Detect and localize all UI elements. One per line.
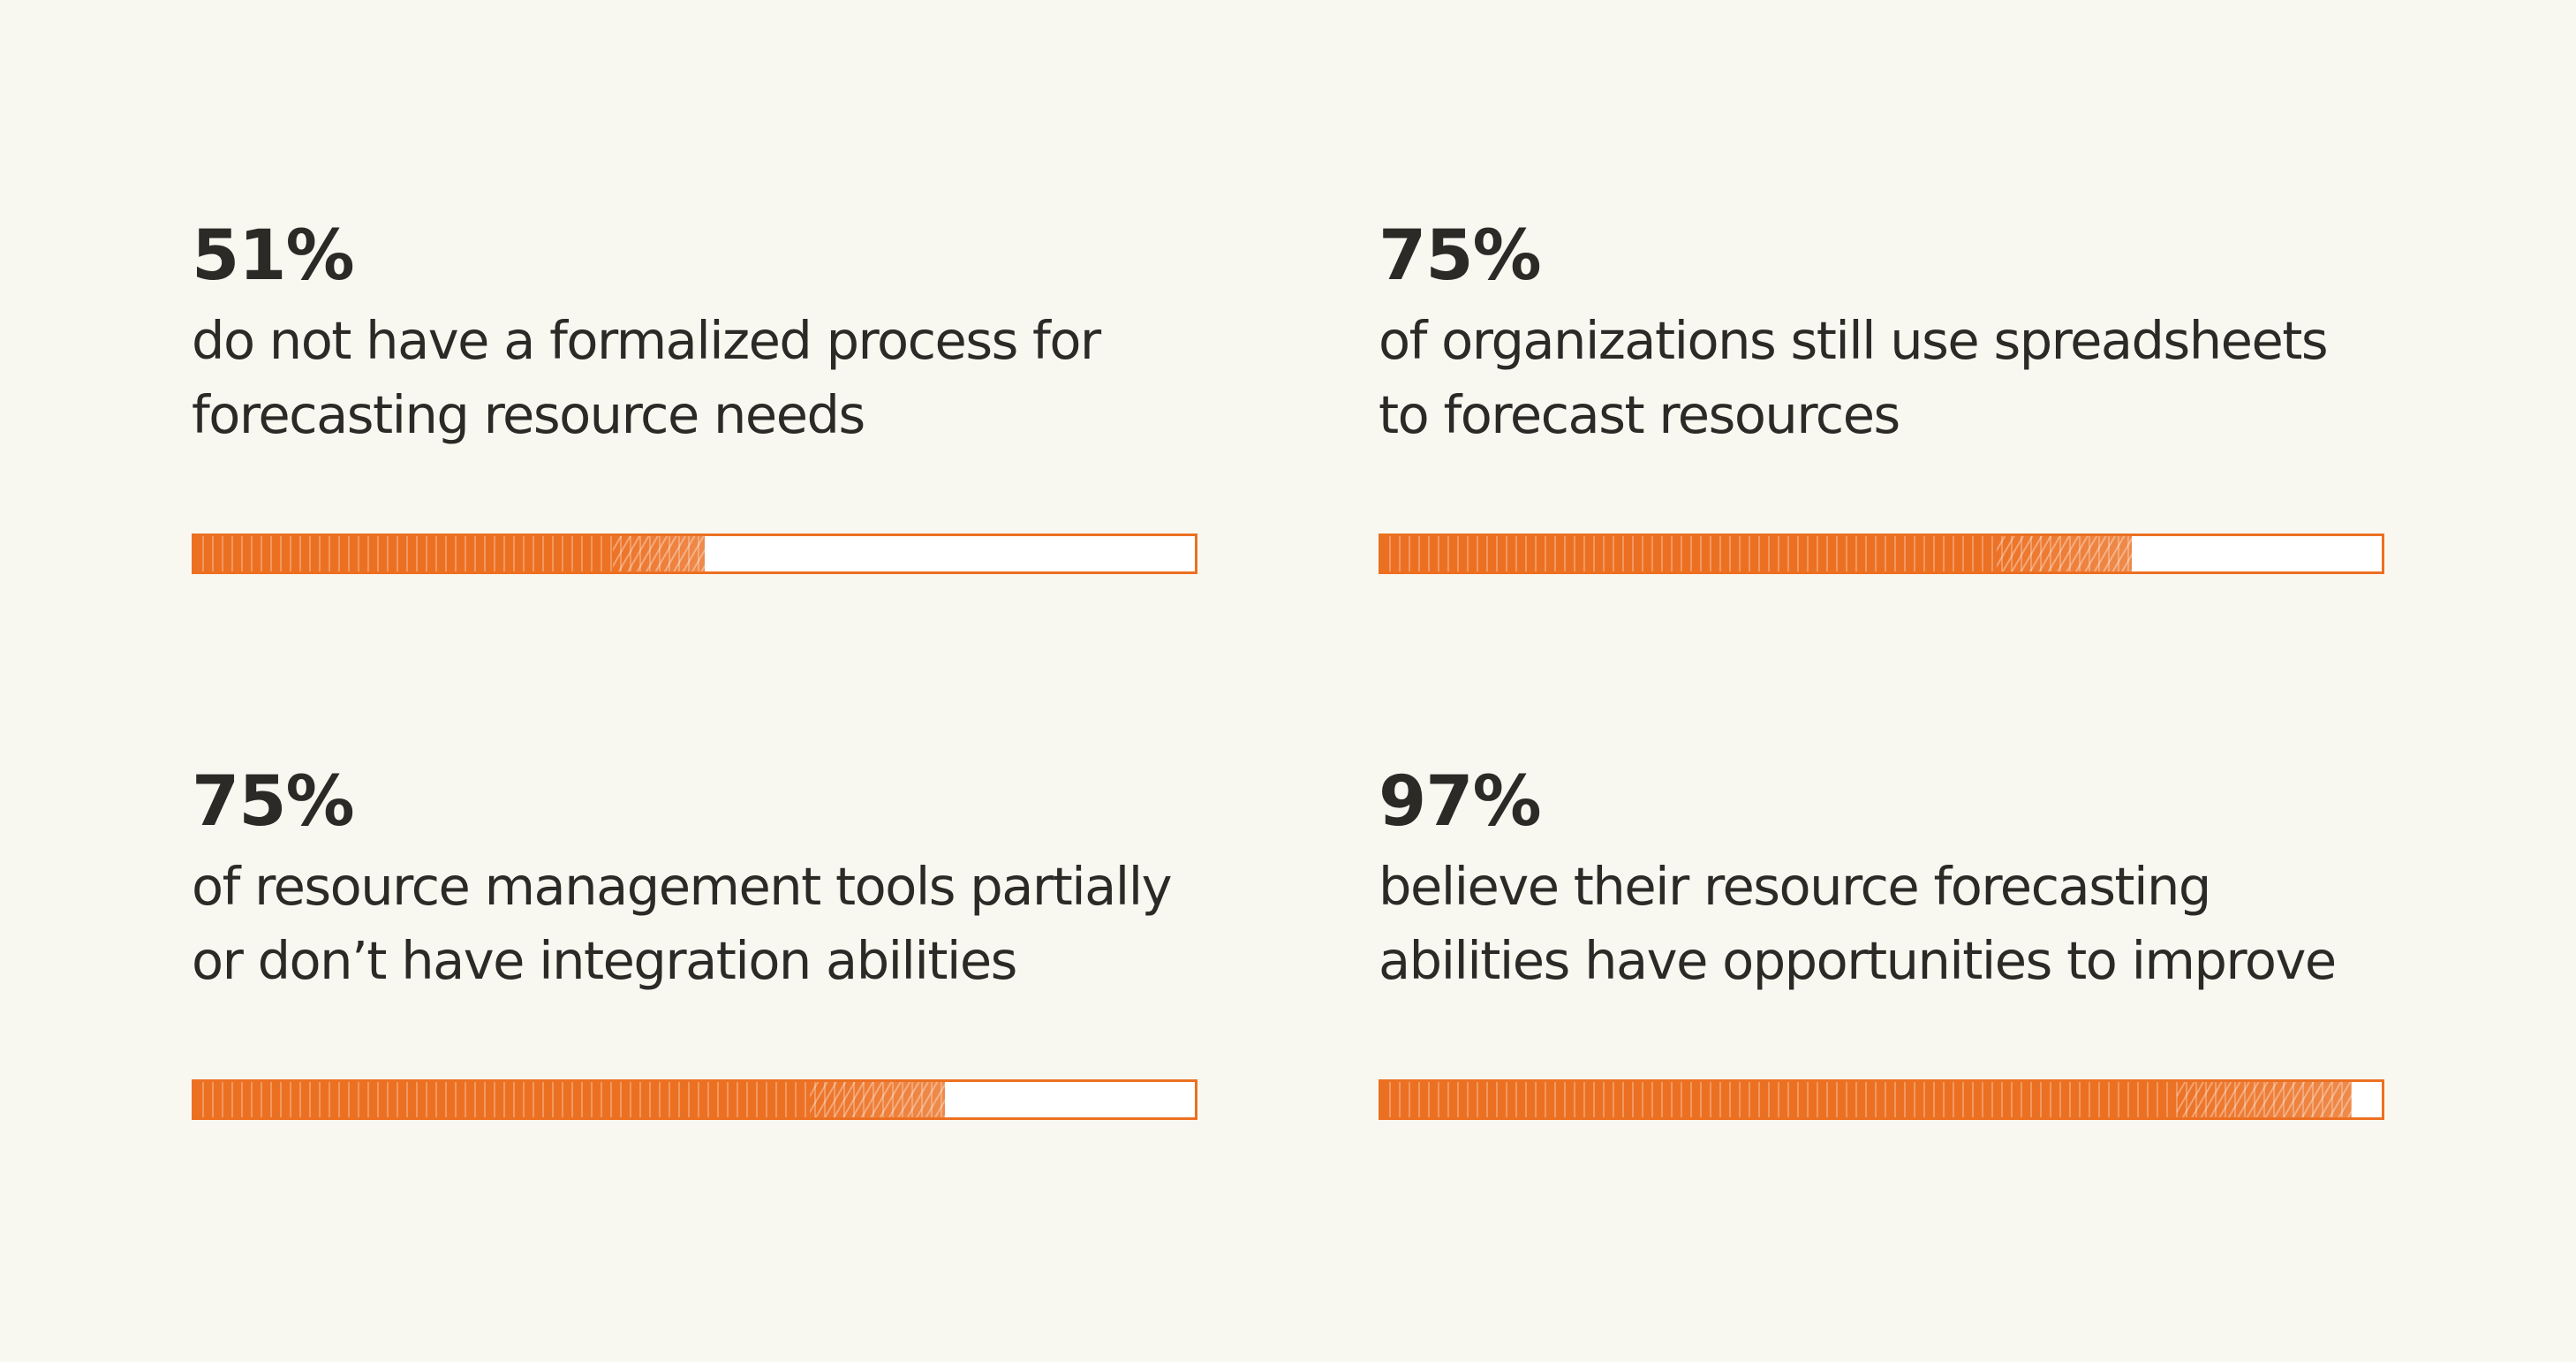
stat-card: 75% of resource management tools partial… xyxy=(192,758,1198,1120)
stat-description-line: of resource management tools partially xyxy=(192,856,1173,917)
stat-value: 75% xyxy=(192,762,355,842)
progress-bar-fill xyxy=(194,536,705,571)
progress-bar xyxy=(1379,533,2384,574)
stat-description-line: or don’t have integration abilities xyxy=(192,930,1017,991)
stat-description-line: of organizations still use spreadsheets xyxy=(1379,310,2329,371)
progress-bar xyxy=(192,1079,1197,1120)
stat-value: 75% xyxy=(1379,216,1542,296)
stat-description: of organizations still use spreadsheets … xyxy=(1379,304,2385,452)
stat-value: 97% xyxy=(1379,762,1542,842)
progress-bar xyxy=(1379,1079,2384,1120)
stat-description-line: abilities have opportunities to improve xyxy=(1379,930,2337,991)
progress-bar-fill xyxy=(194,1082,945,1117)
stat-description: of resource management tools partially o… xyxy=(192,850,1198,998)
stat-description: believe their resource forecasting abili… xyxy=(1379,850,2385,998)
stat-value: 51% xyxy=(192,216,355,296)
stat-description-line: do not have a formalized process for xyxy=(192,310,1101,371)
progress-bar-fill xyxy=(1381,1082,2352,1117)
progress-bar xyxy=(192,533,1197,574)
stat-description-line: to forecast resources xyxy=(1379,384,1900,445)
progress-bar-fill xyxy=(1381,536,2132,571)
stat-card: 75% of organizations still use spreadshe… xyxy=(1379,212,2385,574)
stat-card: 51% do not have a formalized process for… xyxy=(192,212,1198,574)
stat-description: do not have a formalized process for for… xyxy=(192,304,1198,452)
stat-description-line: forecasting resource needs xyxy=(192,384,865,445)
stat-card: 97% believe their resource forecasting a… xyxy=(1379,758,2385,1120)
stat-description-line: believe their resource forecasting xyxy=(1379,856,2211,917)
